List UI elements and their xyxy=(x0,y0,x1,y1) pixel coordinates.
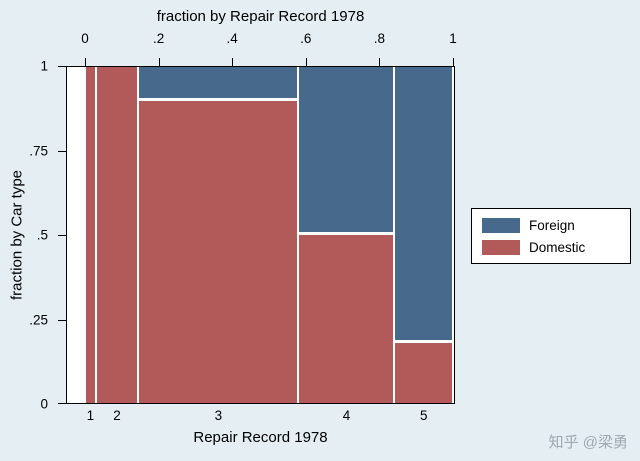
top-axis-tick-label: .8 xyxy=(373,31,386,46)
y-axis-tick-mark xyxy=(58,403,66,404)
legend-items: Foreign Domestic xyxy=(472,217,630,255)
plot-area xyxy=(66,66,455,404)
x-axis-title: Repair Record 1978 xyxy=(193,429,328,446)
watermark: 知乎 @梁勇 xyxy=(548,434,628,451)
top-axis-tick-mark xyxy=(453,58,454,66)
legend-item-foreign: Foreign xyxy=(482,217,630,233)
top-axis-tick-label: .4 xyxy=(226,31,238,46)
y-axis-tick-label: .25 xyxy=(29,312,48,327)
top-axis-tick-label: .6 xyxy=(300,31,312,46)
y-axis-tick-mark xyxy=(58,66,66,67)
legend-item-domestic: Domestic xyxy=(482,239,630,255)
legend-swatch-foreign xyxy=(482,217,520,233)
top-axis-tick-mark xyxy=(158,58,160,66)
y-axis-tick-mark xyxy=(58,319,66,321)
y-axis-tick-label: .5 xyxy=(36,227,48,243)
top-axis-tick-mark xyxy=(85,58,86,66)
segment-foreign-rep78-4 xyxy=(299,67,394,235)
bar-rep78-5 xyxy=(394,67,453,403)
top-axis-title: fraction by Repair Record 1978 xyxy=(156,8,365,25)
segment-domestic-rep78-4 xyxy=(299,235,394,403)
bar-rep78-4 xyxy=(298,67,395,403)
bar-rep78-2 xyxy=(95,67,139,403)
segment-domestic-rep78-2 xyxy=(96,67,138,403)
y-axis-tick-label: 1 xyxy=(40,58,48,74)
x-category-label-2: 2 xyxy=(113,408,121,423)
legend-swatch-domestic xyxy=(482,239,520,255)
x-category-label-3: 3 xyxy=(214,408,223,423)
y-axis-tick-marks xyxy=(58,66,66,404)
top-axis-tick-label: .2 xyxy=(152,31,165,46)
x-axis-category-labels: 1 2 3 4 5 xyxy=(66,408,455,425)
x-category-label-4: 4 xyxy=(342,408,351,423)
x-category-label-5: 5 xyxy=(419,408,428,423)
top-axis-tick-marks xyxy=(66,58,455,66)
y-axis-tick-label: 0 xyxy=(40,396,48,412)
y-axis-tick-mark xyxy=(58,150,66,152)
top-axis-tick-label: 0 xyxy=(81,31,89,46)
segment-domestic-rep78-1 xyxy=(86,67,95,403)
y-axis-tick-label: .75 xyxy=(29,143,48,158)
legend: Foreign Domestic xyxy=(471,208,631,264)
y-axis-tick-mark xyxy=(58,235,66,236)
segment-foreign-rep78-3 xyxy=(139,67,298,101)
bar-rep78-1 xyxy=(85,67,96,403)
segment-foreign-rep78-5 xyxy=(395,67,452,343)
top-axis-tick-labels: 0 .2 .4 .6 .8 1 xyxy=(66,31,457,48)
bar-rep78-3 xyxy=(138,67,299,403)
legend-label-domestic: Domestic xyxy=(529,239,586,255)
segment-domestic-rep78-5 xyxy=(395,342,452,403)
top-axis-tick-mark xyxy=(305,58,307,66)
segment-domestic-rep78-3 xyxy=(139,100,298,403)
y-axis-tick-labels: 0 .25 .5 .75 1 xyxy=(0,59,54,412)
top-axis-tick-label: 1 xyxy=(449,31,457,46)
x-category-label-1: 1 xyxy=(86,408,95,423)
top-axis-tick-mark xyxy=(232,58,234,66)
bars-region xyxy=(85,67,453,403)
top-axis-tick-mark xyxy=(379,58,381,66)
legend-label-foreign: Foreign xyxy=(529,217,575,233)
